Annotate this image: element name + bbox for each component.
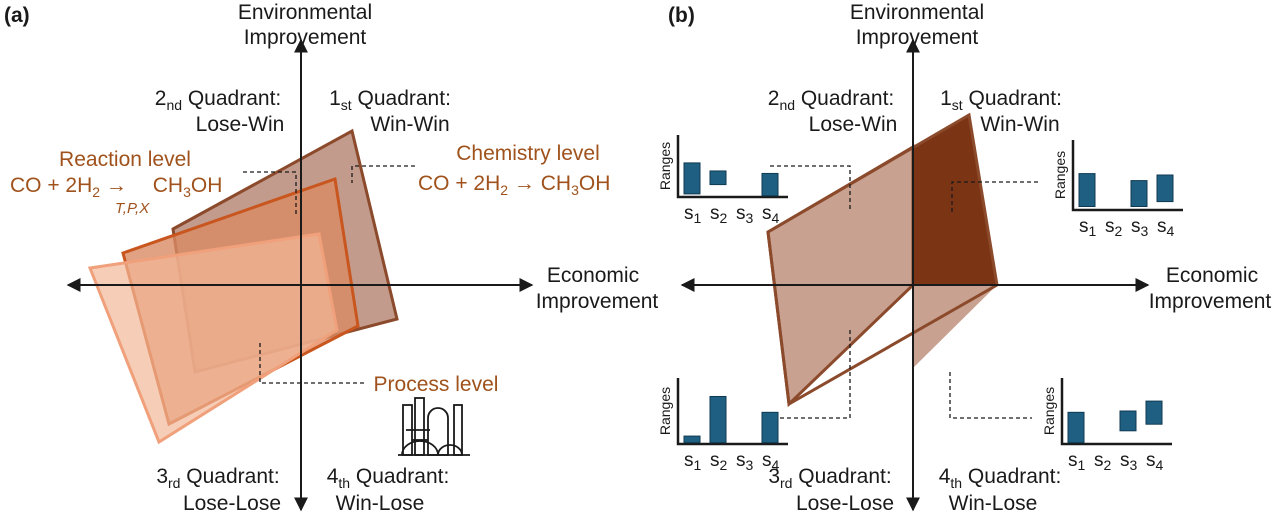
process-level-region	[87, 232, 339, 445]
process-level-label: Process level	[374, 373, 499, 396]
panel-b-region-left	[766, 144, 915, 408]
mini-chart-bar	[1119, 410, 1137, 432]
mini-chart-tick: s1	[1068, 450, 1086, 473]
panel-b-tag: (b)	[668, 4, 695, 27]
mini-chart-tick: s4	[1146, 450, 1164, 473]
panel-b: (b) Environmental Improvement Economic I…	[657, 1, 1271, 515]
mini-chart-tick: s4	[1157, 216, 1175, 239]
reaction-leader	[243, 171, 297, 214]
mini-chart-tick: s2	[1094, 450, 1112, 473]
leader-q1	[951, 181, 1040, 212]
industrial-plant-icon	[398, 397, 470, 456]
chemistry-leader	[351, 165, 415, 183]
mini-chart-q3: Ranges s1 s2 s3 s4	[657, 378, 788, 473]
mini-charts: Ranges s1 s2 s3 s4 Ranges s1 s2 s3 s4 Ranges s1 s2 s3…	[657, 135, 1183, 473]
mini-chart-tick: s2	[1105, 216, 1123, 239]
mini-chart-q4: Ranges s1 s2 s3 s4	[1041, 378, 1172, 473]
x-axis-b-label-line2: Improvement	[1149, 290, 1272, 313]
mini-chart-bar	[709, 170, 727, 186]
y-axis-label-line2: Improvement	[244, 26, 367, 49]
mini-chart-bar	[1130, 180, 1148, 208]
x-axis-b-label-line1: Economic	[1166, 264, 1258, 287]
mini-chart-tick: s1	[684, 450, 702, 473]
y-axis-b-label-line1: Environmental	[850, 1, 984, 24]
mini-chart-ylabel: Ranges	[1052, 151, 1068, 199]
y-axis-label-line1: Environmental	[238, 1, 372, 24]
q2-title: 2nd Quadrant:	[155, 87, 282, 113]
q4-b-name: Win-Lose	[949, 492, 1038, 515]
y-axis-b-label-line2: Improvement	[856, 26, 979, 49]
chemistry-level-label: Chemistry level	[456, 142, 600, 165]
q3-name: Lose-Lose	[183, 492, 281, 515]
q2-name: Lose-Win	[196, 113, 285, 136]
mini-chart-bar	[1067, 411, 1085, 444]
q3-b-name: Lose-Lose	[796, 492, 894, 515]
mini-chart-bar	[761, 172, 779, 197]
mini-chart-tick: s4	[762, 450, 780, 473]
chemistry-equation: CO + 2H2 → CH3OH	[418, 172, 610, 198]
q2-b-name: Lose-Win	[809, 113, 898, 136]
panel-a: (a) Environmental Improvement Economic I…	[4, 1, 658, 515]
leader-q4	[949, 372, 1032, 419]
q1-title: 1st Quadrant:	[329, 87, 451, 113]
mini-chart-bar	[683, 435, 701, 444]
mini-chart-bar	[1145, 400, 1163, 425]
mini-chart-bar	[1078, 173, 1096, 208]
q4-name: Win-Lose	[336, 492, 425, 515]
q4-b-title: 4th Quadrant:	[939, 465, 1062, 491]
mini-chart-bar	[1156, 174, 1174, 203]
q1-b-name: Win-Win	[980, 113, 1059, 136]
mini-chart-bar	[683, 162, 701, 195]
mini-chart-q2: Ranges s1 s2 s3 s4	[657, 135, 788, 226]
q3-title: 3rd Quadrant:	[156, 465, 279, 491]
leader-q3	[776, 330, 851, 419]
mini-chart-tick: s4	[762, 203, 780, 226]
reaction-conditions: T,P,X	[115, 200, 150, 217]
reaction-level-label: Reaction level	[59, 148, 191, 171]
mini-chart-axes	[1060, 378, 1172, 446]
mini-chart-axes	[1071, 140, 1183, 212]
q1-name: Win-Win	[370, 113, 449, 136]
q4-title: 4th Quadrant:	[327, 465, 450, 491]
x-axis-label-line2: Improvement	[536, 290, 659, 313]
mini-chart-tick: s3	[736, 203, 754, 226]
mini-chart-ylabel: Ranges	[1041, 387, 1057, 435]
leader-q2	[770, 165, 851, 212]
mini-chart-tick: s1	[1079, 216, 1097, 239]
mini-chart-tick: s3	[736, 450, 754, 473]
q2-b-title: 2nd Quadrant:	[768, 87, 895, 113]
mini-chart-axes	[676, 378, 788, 446]
mini-chart-bar	[761, 411, 779, 444]
mini-chart-tick: s2	[710, 450, 728, 473]
mini-chart-bar	[709, 395, 727, 444]
mini-chart-tick: s2	[710, 203, 728, 226]
mini-chart-tick: s3	[1120, 450, 1138, 473]
panel-a-tag: (a)	[4, 4, 30, 27]
mini-chart-tick: s1	[684, 203, 702, 226]
q1-b-title: 1st Quadrant:	[940, 87, 1062, 113]
x-axis-label-line1: Economic	[547, 264, 639, 287]
mini-chart-q1: Ranges s1 s2 s3 s4	[1052, 140, 1183, 239]
mini-chart-ylabel: Ranges	[657, 387, 673, 435]
reaction-equation: CO + 2H2 → CH3OH	[10, 174, 222, 200]
mini-chart-axes	[676, 135, 788, 199]
panel-b-region-q4	[913, 285, 997, 368]
q3-b-title: 3rd Quadrant:	[768, 465, 891, 491]
mini-chart-ylabel: Ranges	[657, 142, 673, 190]
mini-chart-tick: s3	[1131, 216, 1149, 239]
